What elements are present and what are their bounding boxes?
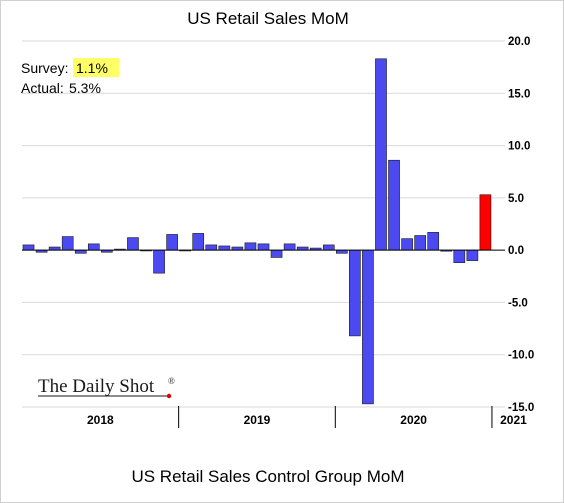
bar bbox=[192, 233, 205, 251]
actual-value: 5.3% bbox=[69, 80, 101, 96]
bar bbox=[205, 244, 218, 251]
bar bbox=[362, 249, 374, 405]
bars bbox=[22, 58, 492, 405]
bar bbox=[87, 243, 100, 251]
y-tick-labels: 20.0 15.0 10.0 5.0 0.0 -5.0 -10.0 -15.0 bbox=[508, 36, 534, 414]
bar bbox=[414, 235, 426, 251]
logo-registered-mark: ® bbox=[168, 376, 175, 386]
chart-caption: US Retail Sales Control Group MoM bbox=[131, 467, 404, 486]
y-tick-label: 5.0 bbox=[508, 193, 524, 205]
bar bbox=[257, 243, 270, 251]
bar bbox=[153, 249, 165, 274]
actual-label: Actual: bbox=[21, 80, 64, 96]
y-tick-label: -10.0 bbox=[508, 350, 534, 362]
bar bbox=[479, 194, 492, 251]
survey-annotation: Survey: 1.1% Actual: 5.3% bbox=[21, 58, 119, 96]
y-tick-label: 0.0 bbox=[508, 245, 524, 257]
y-tick-label: -15.0 bbox=[508, 402, 534, 414]
year-label: 2019 bbox=[244, 413, 271, 427]
year-label: 2020 bbox=[400, 413, 427, 427]
y-tick-label: 10.0 bbox=[508, 141, 530, 153]
bar bbox=[270, 249, 283, 258]
bar bbox=[388, 159, 400, 251]
year-label: 2021 bbox=[500, 413, 527, 427]
logo-dot bbox=[166, 393, 172, 399]
bar bbox=[244, 242, 257, 251]
bar bbox=[322, 244, 335, 251]
year-labels: 2018 2019 2020 2021 bbox=[87, 413, 527, 427]
y-tick-label: 15.0 bbox=[508, 88, 530, 100]
bar bbox=[375, 58, 387, 251]
bar bbox=[427, 232, 440, 251]
bar bbox=[127, 237, 139, 251]
bar bbox=[22, 244, 35, 251]
bar bbox=[453, 249, 466, 263]
survey-highlight bbox=[73, 58, 119, 77]
y-tick-label: 20.0 bbox=[508, 36, 530, 48]
year-label: 2018 bbox=[87, 413, 114, 427]
bar bbox=[283, 243, 296, 251]
logo-text: The Daily Shot bbox=[38, 376, 155, 397]
bar bbox=[349, 249, 361, 337]
chart-title: US Retail Sales MoM bbox=[187, 9, 349, 28]
survey-value: 1.1% bbox=[76, 60, 108, 76]
survey-label: Survey: bbox=[21, 60, 68, 76]
bar bbox=[401, 238, 413, 251]
y-tick-label: -5.0 bbox=[508, 297, 528, 309]
bar bbox=[166, 234, 178, 251]
bar bbox=[218, 245, 231, 251]
bar bbox=[466, 249, 479, 261]
bar bbox=[61, 236, 74, 251]
daily-shot-logo: The Daily Shot ® bbox=[38, 376, 175, 399]
axes bbox=[22, 249, 505, 428]
